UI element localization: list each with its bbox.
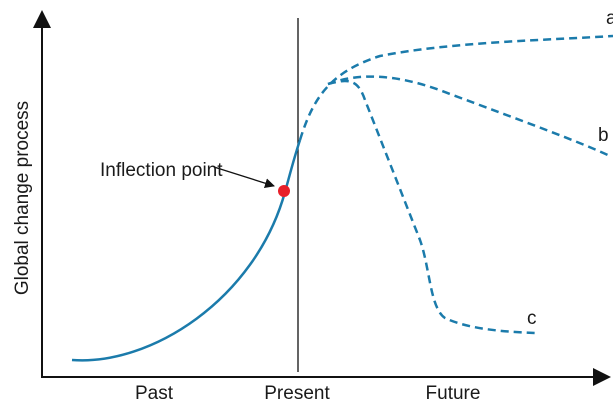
x-label: Past bbox=[135, 383, 174, 404]
curve-a bbox=[298, 34, 613, 141]
curve-label: c bbox=[527, 308, 537, 329]
curve-label: a bbox=[606, 8, 613, 29]
x-label: Future bbox=[426, 383, 481, 404]
annotation-arrow bbox=[213, 166, 275, 189]
inflection-point bbox=[278, 185, 290, 197]
annotation: Inflection point bbox=[100, 160, 223, 181]
past-curve bbox=[71, 139, 302, 362]
curve-label: b bbox=[598, 125, 609, 146]
curve-b bbox=[327, 75, 611, 158]
curve-c bbox=[327, 79, 536, 335]
x-label: Present bbox=[264, 383, 330, 404]
y-label: Global change process bbox=[12, 101, 33, 295]
